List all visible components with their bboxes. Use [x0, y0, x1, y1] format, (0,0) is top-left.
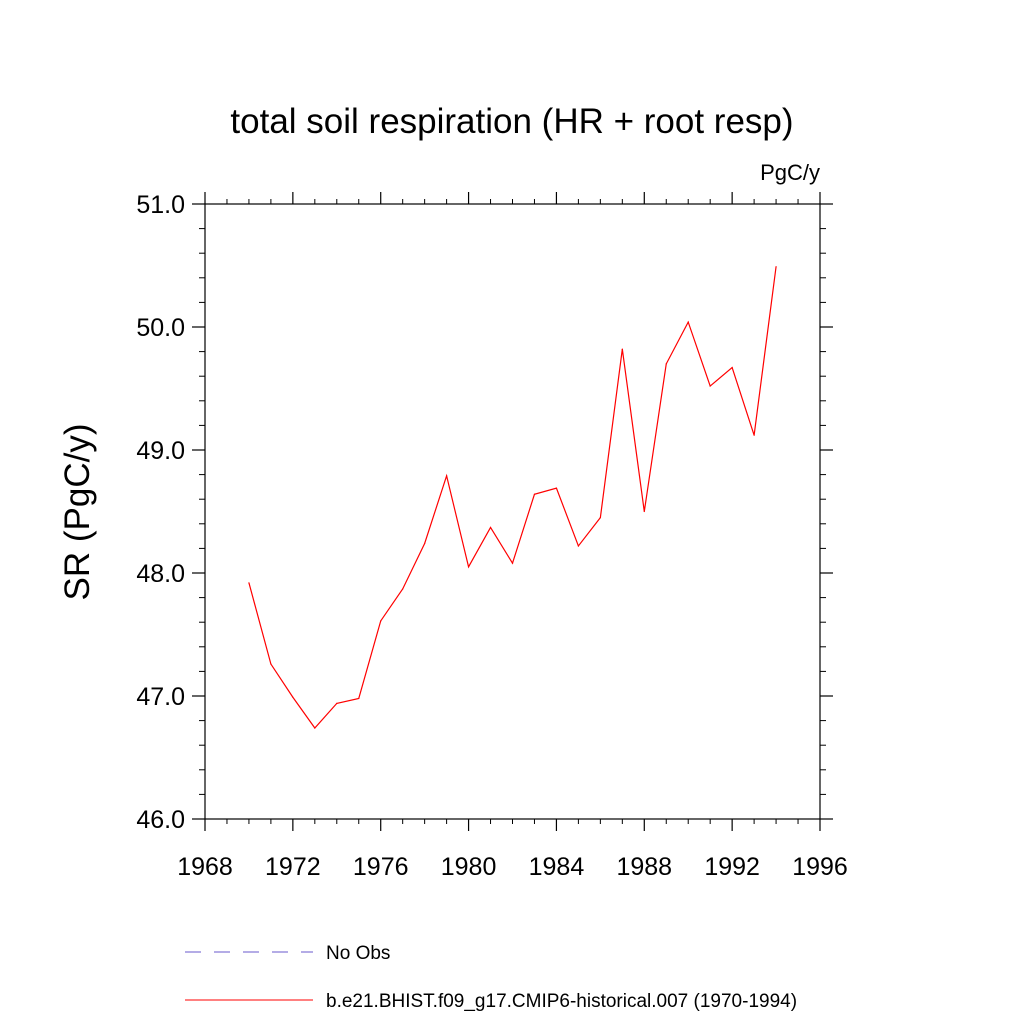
y-tick-label: 49.0 — [136, 437, 185, 465]
data-point — [753, 434, 755, 436]
x-tick-label: 1984 — [529, 853, 585, 881]
data-point — [292, 696, 294, 698]
x-tick-label: 1972 — [265, 853, 321, 881]
data-point — [621, 348, 623, 350]
plot-frame — [204, 203, 821, 820]
data-point — [248, 582, 250, 584]
data-point — [577, 545, 579, 547]
data-point — [270, 663, 272, 665]
x-tick-label: 1980 — [441, 853, 497, 881]
x-tick-label: 1968 — [177, 853, 233, 881]
axis-ticks: 1968 1972 1976 1980 1984 1988 1992 1996 46.0 47.0… — [136, 191, 847, 881]
data-point — [775, 266, 777, 268]
data-point — [467, 566, 470, 568]
data-point — [402, 588, 404, 590]
y-tick-label: 46.0 — [136, 806, 185, 834]
data-point — [665, 363, 667, 365]
x-tick-label: 1996 — [792, 853, 848, 881]
legend-label: No Obs — [326, 943, 390, 964]
series-line — [248, 266, 777, 729]
y-tick-label: 50.0 — [136, 314, 185, 342]
x-tick-label: 1976 — [353, 853, 409, 881]
legend: No Obs b.e21.BHIST.f09_g17.CMIP6-historic… — [185, 943, 797, 1012]
x-tick-label: 1988 — [616, 853, 672, 881]
y-tick-label: 48.0 — [136, 560, 185, 588]
data-point — [555, 487, 558, 489]
data-point — [511, 562, 514, 564]
data-point — [489, 526, 492, 529]
units-label: PgC/y — [760, 160, 820, 185]
series-layer — [248, 266, 777, 729]
data-point — [731, 366, 733, 369]
data-point — [643, 510, 645, 513]
data-point — [424, 542, 426, 545]
data-point — [709, 385, 711, 387]
data-point — [446, 475, 448, 477]
x-tick-label: 1992 — [704, 853, 760, 881]
data-point — [314, 727, 316, 729]
legend-label: b.e21.BHIST.f09_g17.CMIP6-historical.007… — [326, 991, 797, 1012]
data-point — [336, 702, 338, 704]
data-point — [380, 620, 382, 622]
data-point — [358, 697, 360, 700]
data-point — [599, 517, 601, 519]
data-point — [687, 321, 689, 323]
y-axis-label: SR (PgC/y) — [58, 424, 97, 601]
y-tick-label: 47.0 — [136, 683, 185, 711]
chart-title: total soil respiration (HR + root resp) — [230, 102, 793, 141]
y-tick-label: 51.0 — [136, 191, 185, 219]
data-point — [533, 493, 536, 495]
